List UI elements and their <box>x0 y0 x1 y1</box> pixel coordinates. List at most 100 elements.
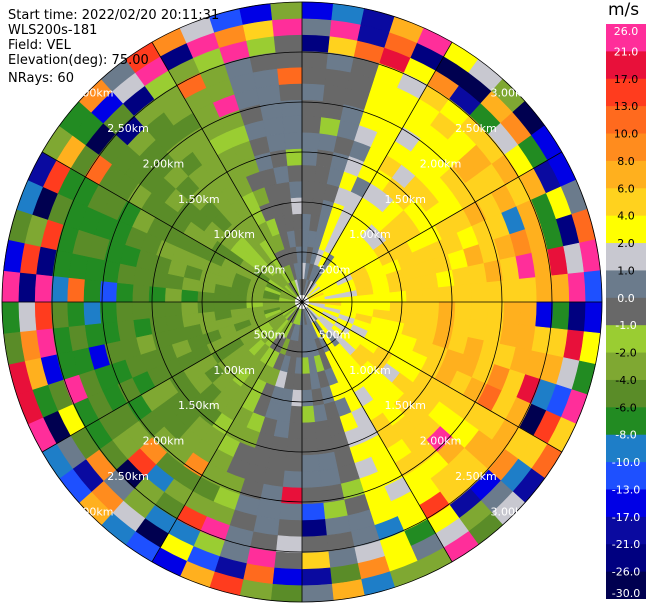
velocity-cell <box>301 1 334 21</box>
velocity-cell <box>301 389 314 407</box>
colorbar-bin <box>606 407 646 436</box>
velocity-cell <box>502 278 521 303</box>
colorbar-bin <box>606 544 646 573</box>
velocity-cell <box>301 421 317 440</box>
colorbar-bin <box>606 325 646 354</box>
colorbar-bin <box>606 297 646 326</box>
velocity-cell <box>270 583 303 603</box>
velocity-cell <box>180 301 199 315</box>
velocity-cell <box>435 269 455 288</box>
velocity-cell <box>551 273 570 303</box>
velocity-cell <box>316 435 335 455</box>
colorbar-tick-label: 21.0 <box>614 45 639 58</box>
azimuth-line <box>41 301 303 453</box>
range-labels: 500m 500m 500m 500m 1.00km 1.00km 1.00km 1.00km… <box>72 87 532 519</box>
velocity-cell <box>519 277 538 303</box>
azimuth-line <box>301 301 453 563</box>
start-time-label: Start time: 2022/02/20 20:11:31 <box>8 8 220 23</box>
velocity-cell <box>277 66 303 85</box>
velocity-cell <box>301 519 327 538</box>
velocity-cell <box>266 132 287 153</box>
velocity-cell <box>287 164 303 183</box>
velocity-cell <box>301 535 329 554</box>
colorbar-tick-label: -26.0 <box>612 566 640 579</box>
velocity-cell <box>115 301 134 322</box>
velocity-cell <box>164 301 183 317</box>
velocity-cell <box>319 116 342 137</box>
range-label: 500m <box>254 329 286 342</box>
velocity-cell <box>454 283 473 303</box>
velocity-cell <box>275 50 303 69</box>
velocity-cell <box>164 287 183 303</box>
colorbar-tick-label: -2.0 <box>615 347 636 360</box>
velocity-cell <box>438 301 456 319</box>
velocity-cell <box>50 301 69 329</box>
velocity-cell <box>275 535 303 554</box>
azimuth-line <box>301 151 563 303</box>
velocity-cell <box>277 519 303 538</box>
velocity-cell <box>290 197 303 215</box>
colorbar-bin <box>606 489 646 518</box>
velocity-cell <box>438 285 456 303</box>
range-label: 2.00km <box>420 435 462 448</box>
velocity-cell <box>282 470 303 489</box>
colorbar-bin <box>606 106 646 135</box>
elevation-label: Elevation(deg): 75.00 <box>8 53 149 68</box>
range-label: 2.50km <box>455 470 497 483</box>
colorbar-bin <box>606 133 646 162</box>
velocity-cell <box>262 116 285 137</box>
velocity-cell <box>551 301 570 331</box>
colorbar-tick-label: -30.0 <box>612 587 640 599</box>
velocity-cell <box>301 454 321 473</box>
velocity-cell <box>470 301 489 322</box>
azimuth-line <box>151 301 303 563</box>
velocity-cell <box>116 262 137 285</box>
range-label: 2.50km <box>455 122 497 135</box>
velocity-cell <box>373 292 391 303</box>
velocity-cell <box>470 282 489 303</box>
colorbar-bin <box>606 51 646 80</box>
range-label: 1.50km <box>384 399 426 412</box>
colorbar-bin <box>606 571 646 599</box>
velocity-cell <box>149 316 169 335</box>
range-label: 2.50km <box>107 122 149 135</box>
velocity-cell <box>34 273 53 303</box>
velocity-cell <box>131 283 150 303</box>
colorbar-tick-label: -13.0 <box>612 483 640 496</box>
colorbar-tick-label: 0.0 <box>617 292 635 305</box>
velocity-cell <box>83 278 102 303</box>
range-label: 2.00km <box>420 157 462 170</box>
velocity-cell <box>270 1 303 21</box>
velocity-cell <box>66 301 85 327</box>
velocity-cell <box>287 421 303 440</box>
velocity-cell <box>535 275 554 303</box>
velocity-cell <box>148 301 166 319</box>
colorbar-tick-label: 17.0 <box>614 73 639 86</box>
velocity-cell <box>301 34 331 53</box>
nrays-label: NRays: 60 <box>8 71 74 86</box>
velocity-cell <box>583 301 603 334</box>
colorbar-bin <box>606 24 646 52</box>
velocity-cell <box>583 270 603 303</box>
velocity-cell <box>273 34 303 53</box>
velocity-cell <box>1 270 21 303</box>
velocity-cell <box>454 301 473 321</box>
velocity-cell <box>116 319 137 342</box>
velocity-cell <box>269 149 288 169</box>
colorbar-tick-label: 6.0 <box>617 182 635 195</box>
colorbar-bin <box>606 243 646 271</box>
field-label: Field: VEL <box>8 38 71 53</box>
velocity-cell <box>278 83 303 102</box>
velocity-cell <box>519 301 538 327</box>
velocity-cell <box>148 285 166 303</box>
velocity-cell <box>301 83 326 102</box>
colorbar-bin <box>606 160 646 189</box>
colorbar-tick-label: 10.0 <box>614 128 639 141</box>
velocity-cell <box>301 438 319 456</box>
velocity-cell <box>282 115 303 134</box>
velocity-cell <box>421 301 440 317</box>
range-label: 500m <box>319 329 351 342</box>
velocity-cell <box>301 373 312 391</box>
range-label: 1.50km <box>178 193 220 206</box>
colorbar-tick-label: -4.0 <box>615 374 636 387</box>
